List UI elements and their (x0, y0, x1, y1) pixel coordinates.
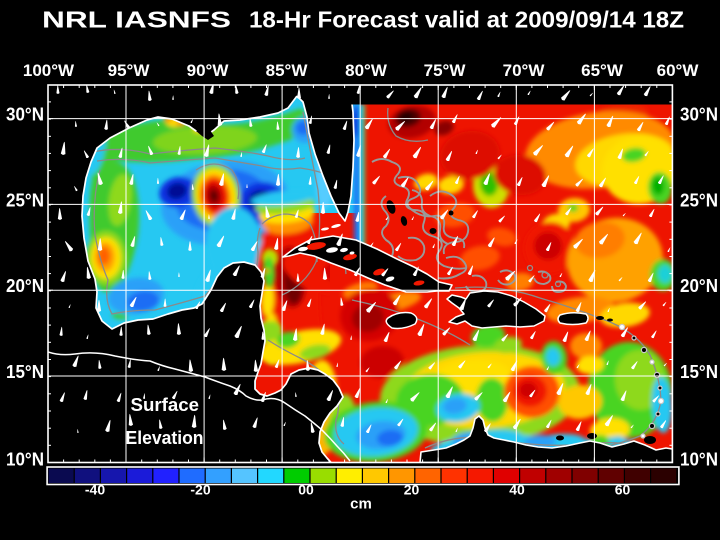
svg-text:NRL IASNFS: NRL IASNFS (42, 7, 231, 33)
svg-text:100°W: 100°W (23, 61, 75, 80)
svg-text:60°W: 60°W (657, 61, 700, 80)
svg-text:00: 00 (298, 482, 314, 498)
svg-text:80°W: 80°W (345, 61, 388, 80)
svg-text:10°N: 10°N (680, 450, 718, 470)
svg-text:90°W: 90°W (187, 61, 230, 80)
svg-text:Elevation: Elevation (126, 427, 204, 448)
svg-text:40: 40 (509, 482, 525, 498)
svg-text:30°N: 30°N (6, 105, 44, 125)
svg-text:10°N: 10°N (6, 450, 44, 470)
svg-text:15°N: 15°N (680, 362, 718, 382)
svg-text:Surface: Surface (131, 394, 200, 415)
svg-text:20: 20 (404, 482, 420, 498)
svg-text:85°W: 85°W (266, 61, 309, 80)
svg-text:cm: cm (350, 496, 372, 513)
svg-text:75°W: 75°W (424, 61, 467, 80)
svg-text:25°N: 25°N (6, 190, 44, 210)
svg-text:20°N: 20°N (680, 276, 718, 296)
svg-text:20°N: 20°N (6, 276, 44, 296)
svg-text:-20: -20 (190, 482, 210, 498)
svg-text:18-Hr Forecast valid at 2009/0: 18-Hr Forecast valid at 2009/09/14 18Z (249, 7, 684, 33)
svg-text:95°W: 95°W (108, 61, 151, 80)
svg-text:30°N: 30°N (680, 105, 718, 125)
svg-text:60: 60 (615, 482, 631, 498)
svg-text:65°W: 65°W (581, 61, 624, 80)
svg-text:-40: -40 (85, 482, 105, 498)
svg-text:15°N: 15°N (6, 362, 44, 382)
svg-text:70°W: 70°W (503, 61, 546, 80)
svg-text:25°N: 25°N (680, 190, 718, 210)
